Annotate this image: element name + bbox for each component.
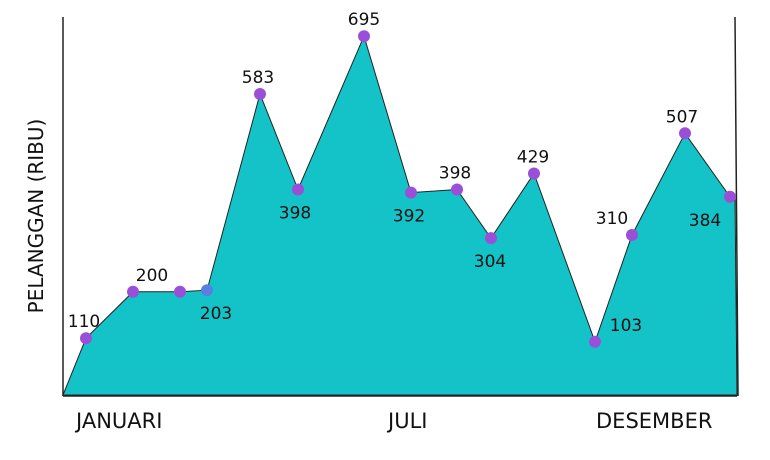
data-label-2: 200: [136, 266, 168, 286]
data-label-7: 695: [348, 10, 380, 30]
data-point-8: [405, 186, 417, 199]
data-point-11: [528, 167, 540, 180]
right-border-line: [734, 16, 739, 397]
data-point-15: [724, 190, 736, 203]
x-tick-label-januari: JANUARI: [76, 409, 163, 433]
data-point-2: [127, 285, 139, 298]
data-label-12: 103: [610, 316, 642, 336]
x-tick-label-desember: DESEMBER: [596, 409, 713, 433]
data-point-4: [201, 284, 213, 297]
data-label-9: 398: [439, 164, 471, 184]
data-point-13: [626, 229, 638, 241]
data-point-1: [80, 332, 92, 345]
data-point-14: [679, 127, 691, 140]
data-label-8: 392: [393, 207, 425, 227]
data-label-5: 583: [242, 68, 274, 88]
data-point-9: [451, 183, 463, 196]
data-label-10: 304: [474, 252, 506, 272]
data-label-1: 110: [68, 312, 100, 332]
data-label-11: 429: [517, 148, 549, 168]
data-label-14: 507: [666, 107, 698, 127]
data-point-5: [254, 88, 266, 100]
data-point-6: [292, 183, 304, 196]
data-point-10: [485, 232, 497, 245]
data-label-4: 203: [200, 304, 232, 324]
data-point-7: [358, 30, 370, 43]
data-label-6: 398: [279, 204, 311, 224]
data-point-12: [589, 335, 601, 348]
data-label-13: 310: [596, 209, 628, 229]
x-tick-label-juli: JULI: [388, 409, 428, 433]
data-label-15: 384: [689, 211, 721, 231]
y-axis-label: PELANGGAN (RIBU): [24, 118, 48, 314]
data-point-3: [174, 285, 186, 298]
